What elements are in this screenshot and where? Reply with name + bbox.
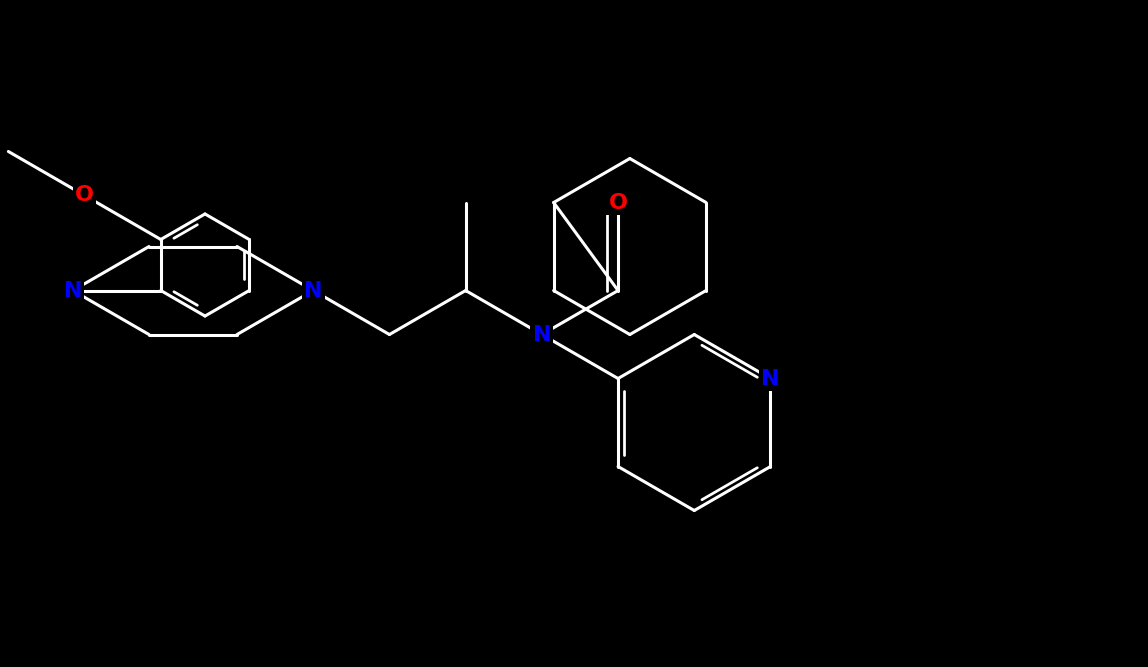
Text: N: N <box>304 281 323 301</box>
Text: O: O <box>75 185 94 205</box>
Text: O: O <box>608 193 628 213</box>
Text: N: N <box>63 281 82 301</box>
Text: N: N <box>761 369 779 388</box>
Text: N: N <box>533 325 551 345</box>
